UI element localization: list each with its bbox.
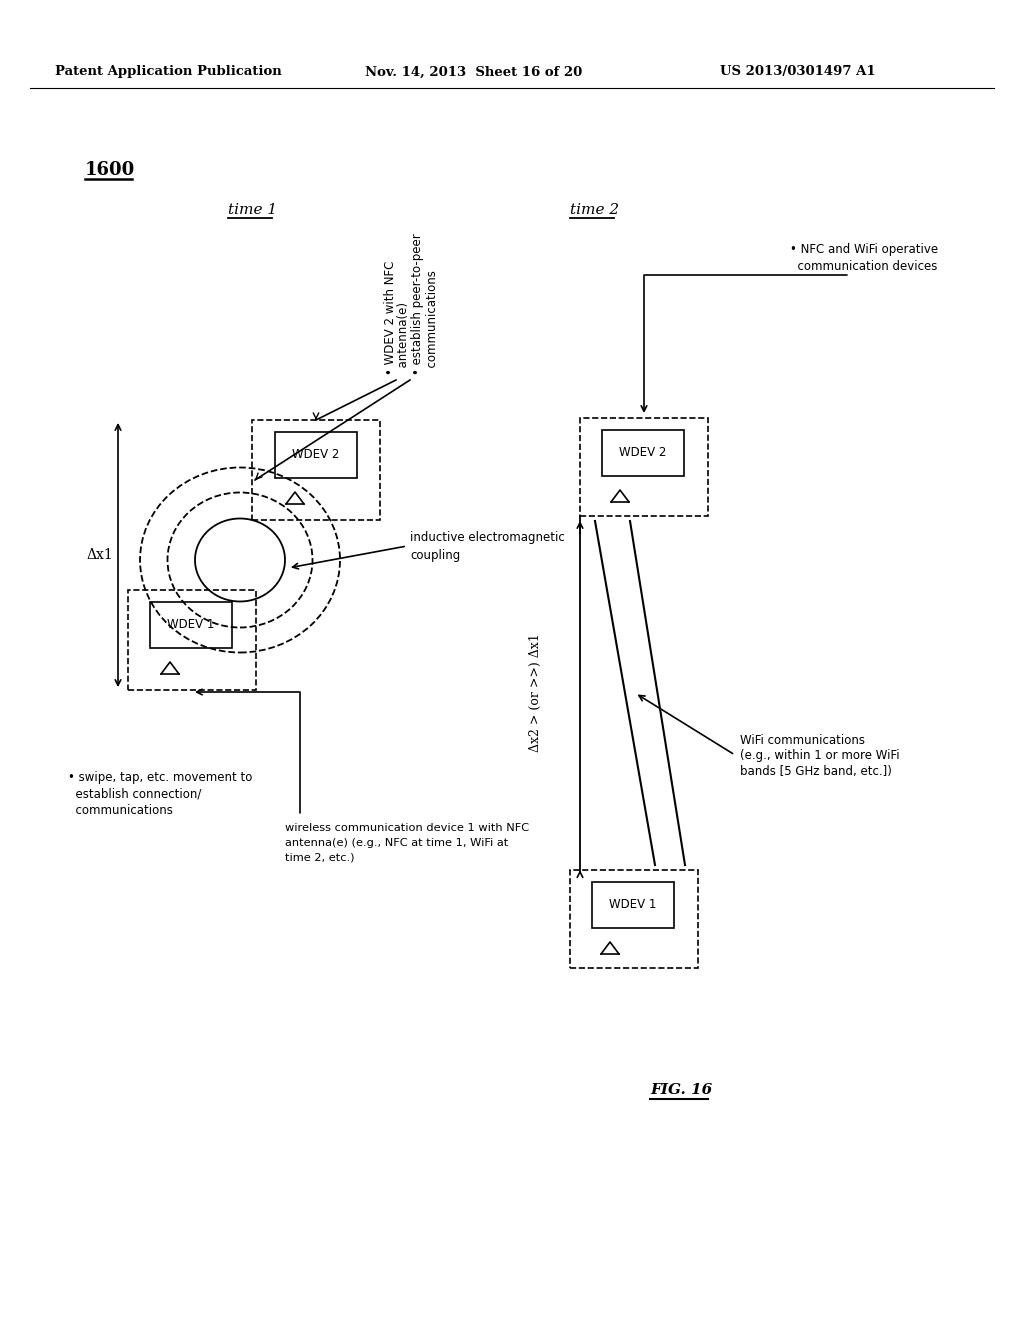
- Bar: [602, 430, 684, 477]
- Text: WDEV 2: WDEV 2: [620, 446, 667, 459]
- Text: WDEV 2: WDEV 2: [292, 449, 340, 462]
- Text: Δx2 > (or >>) Δx1: Δx2 > (or >>) Δx1: [528, 634, 542, 752]
- Text: antenna(e) (e.g., NFC at time 1, WiFi at: antenna(e) (e.g., NFC at time 1, WiFi at: [285, 838, 508, 847]
- Text: WiFi communications: WiFi communications: [740, 734, 865, 747]
- Text: • swipe, tap, etc. movement to: • swipe, tap, etc. movement to: [68, 771, 252, 784]
- Text: establish connection/: establish connection/: [68, 788, 202, 800]
- Bar: [150, 602, 232, 648]
- Text: Nov. 14, 2013  Sheet 16 of 20: Nov. 14, 2013 Sheet 16 of 20: [365, 66, 583, 78]
- Text: time 2, etc.): time 2, etc.): [285, 853, 354, 863]
- Text: time 2: time 2: [570, 203, 620, 216]
- Text: 1600: 1600: [85, 161, 135, 180]
- Bar: [592, 882, 674, 928]
- Bar: [252, 420, 380, 520]
- Bar: [275, 432, 357, 478]
- Text: FIG. 16: FIG. 16: [650, 1082, 713, 1097]
- Text: WDEV 1: WDEV 1: [609, 899, 656, 912]
- Bar: [580, 418, 708, 516]
- Text: bands [5 GHz band, etc.]): bands [5 GHz band, etc.]): [740, 766, 892, 779]
- Text: communications: communications: [426, 271, 438, 375]
- Text: • NFC and WiFi operative: • NFC and WiFi operative: [790, 243, 938, 256]
- Text: • WDEV 2 with NFC: • WDEV 2 with NFC: [384, 260, 396, 375]
- Text: wireless communication device 1 with NFC: wireless communication device 1 with NFC: [285, 822, 529, 833]
- Text: (e.g., within 1 or more WiFi: (e.g., within 1 or more WiFi: [740, 750, 900, 763]
- Text: Patent Application Publication: Patent Application Publication: [55, 66, 282, 78]
- Text: Δx1: Δx1: [87, 548, 114, 562]
- Text: coupling: coupling: [410, 549, 460, 561]
- Text: antenna(e): antenna(e): [397, 302, 411, 375]
- Text: time 1: time 1: [228, 203, 278, 216]
- Text: communications: communications: [68, 804, 173, 817]
- Text: • establish peer-to-peer: • establish peer-to-peer: [412, 234, 425, 375]
- Text: WDEV 1: WDEV 1: [167, 619, 215, 631]
- Text: US 2013/0301497 A1: US 2013/0301497 A1: [720, 66, 876, 78]
- Bar: [128, 590, 256, 690]
- Text: communication devices: communication devices: [790, 260, 937, 273]
- Text: inductive electromagnetic: inductive electromagnetic: [410, 532, 565, 544]
- Bar: [570, 870, 698, 968]
